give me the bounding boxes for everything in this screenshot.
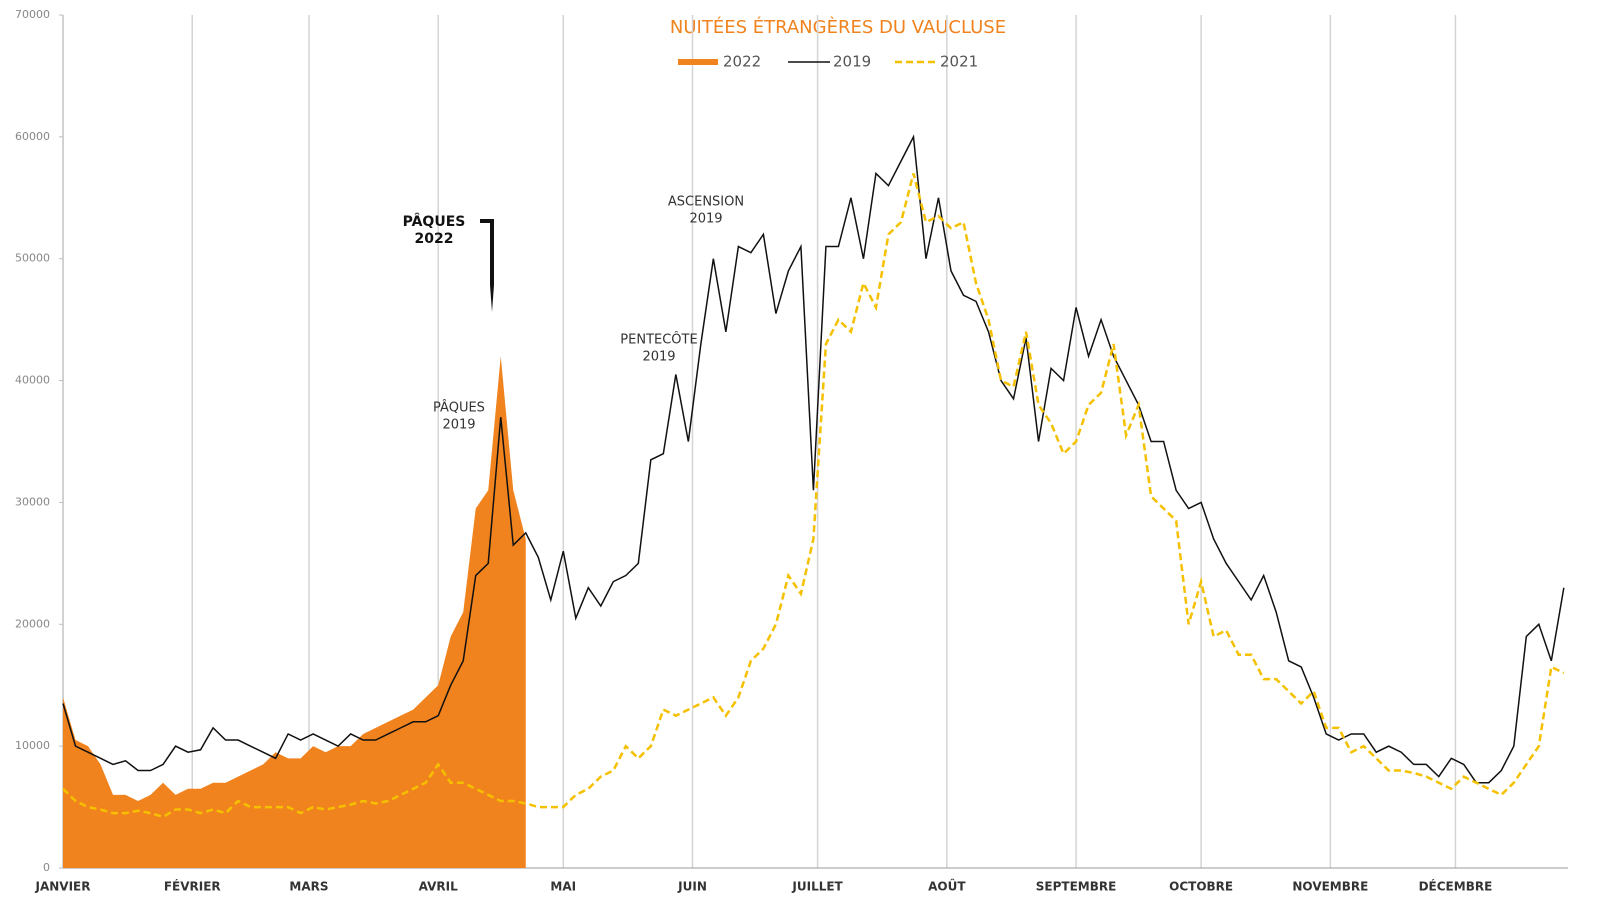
x-tick-label: MARS bbox=[289, 880, 328, 894]
x-tick-label: JUILLET bbox=[791, 880, 843, 894]
area bbox=[63, 356, 526, 868]
annotation-pointer bbox=[490, 285, 494, 312]
x-tick-label: JANVIER bbox=[35, 880, 91, 894]
x-tick-label: MAI bbox=[550, 880, 576, 894]
legend-label: 2019 bbox=[833, 53, 871, 71]
x-tick-label: AOÛT bbox=[928, 879, 966, 894]
annotation-bracket bbox=[480, 219, 494, 285]
x-tick-label: DÉCEMBRE bbox=[1419, 879, 1493, 894]
y-tick-label: 20000 bbox=[15, 617, 50, 630]
x-tick-label: NOVEMBRE bbox=[1292, 880, 1368, 894]
annotation: 2019 bbox=[689, 212, 722, 227]
annotation: PENTECÔTE bbox=[620, 332, 697, 348]
annotation: PÂQUES bbox=[403, 213, 466, 230]
y-tick-label: 40000 bbox=[15, 374, 50, 387]
legend-label: 2021 bbox=[940, 53, 978, 71]
y-tick-label: 30000 bbox=[15, 495, 50, 508]
line bbox=[62, 173, 1565, 819]
y-tick-label: 60000 bbox=[15, 130, 50, 143]
annotation: 2019 bbox=[642, 350, 675, 365]
annotation: ASCENSION bbox=[668, 195, 744, 210]
y-tick-label: 10000 bbox=[15, 739, 50, 752]
y-tick-label: 70000 bbox=[15, 8, 50, 21]
x-tick-label: FÉVRIER bbox=[164, 879, 221, 894]
annotation: 2022 bbox=[415, 231, 454, 247]
x-tick-label: SEPTEMBRE bbox=[1036, 880, 1117, 894]
y-tick-label: 50000 bbox=[15, 252, 50, 265]
legend-swatch bbox=[678, 59, 718, 65]
legend-label: 2022 bbox=[723, 53, 761, 71]
annotation: 2019 bbox=[442, 418, 475, 433]
x-tick-label: JUIN bbox=[677, 880, 707, 894]
y-tick-label: 0 bbox=[43, 861, 50, 874]
line bbox=[62, 134, 1565, 784]
x-tick-label: AVRIL bbox=[419, 880, 458, 894]
annotation: PÂQUES bbox=[433, 400, 485, 416]
x-tick-label: OCTOBRE bbox=[1169, 880, 1233, 894]
chart-title: NUITÉES ÉTRANGÈRES DU VAUCLUSE bbox=[670, 16, 1006, 38]
